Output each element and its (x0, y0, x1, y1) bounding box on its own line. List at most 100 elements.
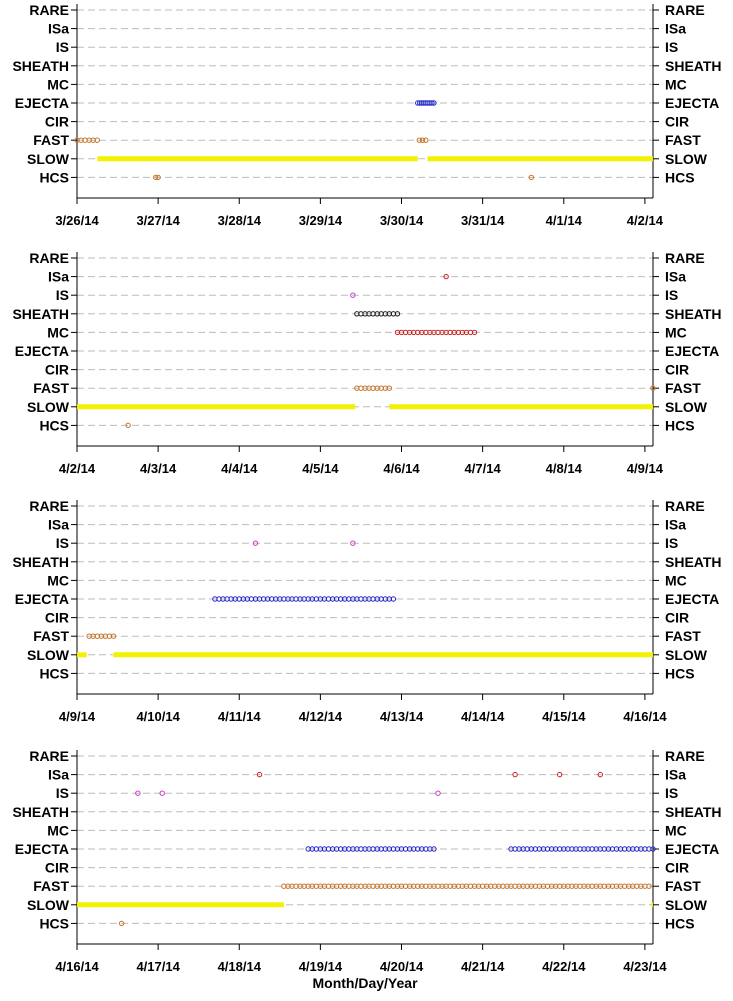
category-label-left: RARE (29, 748, 69, 764)
x-tick-label: 4/1/14 (546, 213, 583, 228)
category-label-right: HCS (665, 665, 695, 681)
category-label-right: SHEATH (665, 804, 722, 820)
x-tick-label: 4/23/14 (623, 959, 667, 974)
panel-1: RARE RARE ISa ISa IS IS SHEATH SHEATH MC MC EJECTA… (12, 2, 721, 228)
category-label-right: IS (665, 535, 678, 551)
category-label-left: ISa (48, 21, 69, 37)
category-label-right: ISa (665, 21, 686, 37)
category-label-left: CIR (45, 362, 69, 378)
data-point (256, 771, 263, 778)
x-tick-label: 4/22/14 (542, 959, 586, 974)
category-label-right: CIR (665, 860, 689, 876)
category-label-right: FAST (665, 878, 701, 894)
category-label-left: IS (56, 535, 69, 551)
category-label-left: HCS (39, 915, 69, 931)
category-label-right: IS (665, 287, 678, 303)
data-point (155, 174, 161, 181)
category-label-right: MC (665, 822, 687, 838)
category-label-right: CIR (665, 610, 689, 626)
x-tick-label: 3/31/14 (461, 213, 505, 228)
category-label-right: SLOW (665, 151, 708, 167)
x-tick-label: 4/3/14 (140, 461, 177, 476)
category-label-right: EJECTA (665, 841, 719, 857)
panel-4: RARE RARE ISa ISa IS IS SHEATH SHEATH MC MC EJECTA… (12, 748, 721, 991)
data-point (118, 920, 125, 927)
data-point (94, 137, 100, 143)
x-tick-label: 4/18/14 (218, 959, 262, 974)
category-label-left: SLOW (27, 647, 70, 663)
category-label-left: FAST (33, 132, 69, 148)
x-tick-label: 4/7/14 (465, 461, 502, 476)
category-label-right: RARE (665, 748, 705, 764)
x-tick-label: 4/10/14 (136, 709, 180, 724)
category-label-right: RARE (665, 2, 705, 18)
data-point (423, 137, 429, 143)
data-point (125, 422, 131, 429)
category-label-left: ISa (48, 517, 69, 533)
x-tick-label: 3/28/14 (218, 213, 262, 228)
category-label-right: SLOW (665, 399, 708, 415)
panel-2: RARE RARE ISa ISa IS IS SHEATH SHEATH MC MC EJECTA… (12, 250, 721, 476)
category-label-right: IS (665, 39, 678, 55)
x-tick-label: 3/27/14 (136, 213, 180, 228)
x-tick-label: 4/16/14 (623, 709, 667, 724)
data-point (159, 790, 165, 796)
x-tick-label: 4/17/14 (136, 959, 180, 974)
x-tick-label: 4/11/14 (218, 709, 261, 724)
data-point (431, 100, 437, 106)
x-tick-label: 4/13/14 (380, 709, 424, 724)
category-label-right: EJECTA (665, 591, 719, 607)
category-label-left: MC (47, 822, 69, 838)
category-label-left: HCS (39, 169, 69, 185)
data-point (350, 292, 356, 298)
data-point (597, 771, 603, 778)
category-label-left: MC (47, 572, 69, 588)
category-label-right: SHEATH (665, 554, 722, 570)
category-label-right: EJECTA (665, 343, 719, 359)
category-label-left: SHEATH (12, 58, 69, 74)
x-tick-label: 4/14/14 (461, 709, 505, 724)
x-tick-label: 3/29/14 (299, 213, 343, 228)
data-point (435, 790, 441, 796)
data-point (650, 385, 656, 391)
category-label-left: ISa (48, 767, 69, 783)
data-point (528, 174, 535, 181)
category-label-left: EJECTA (15, 841, 69, 857)
category-label-right: IS (665, 785, 678, 801)
x-tick-label: 4/15/14 (542, 709, 586, 724)
x-tick-label: 4/9/14 (627, 461, 664, 476)
category-label-left: MC (47, 324, 69, 340)
x-tick-label: 4/9/14 (59, 709, 96, 724)
category-label-right: HCS (665, 915, 695, 931)
data-point (152, 174, 159, 181)
category-label-right: ISa (665, 269, 686, 285)
category-label-left: HCS (39, 665, 69, 681)
category-label-right: MC (665, 324, 687, 340)
category-label-right: SLOW (665, 647, 708, 663)
category-label-left: CIR (45, 114, 69, 130)
data-point (650, 846, 656, 852)
x-tick-label: 4/6/14 (383, 461, 420, 476)
x-tick-label: 4/16/14 (55, 959, 99, 974)
data-point (386, 385, 393, 391)
x-tick-label: 4/2/14 (627, 213, 664, 228)
category-label-right: HCS (665, 169, 695, 185)
category-label-right: CIR (665, 114, 689, 130)
data-point (512, 771, 518, 778)
category-label-left: SLOW (27, 399, 70, 415)
category-label-left: EJECTA (15, 591, 69, 607)
category-label-left: SHEATH (12, 306, 69, 322)
category-label-left: FAST (33, 380, 69, 396)
category-label-right: SHEATH (665, 306, 722, 322)
category-label-right: ISa (665, 767, 686, 783)
x-tick-label: 4/20/14 (380, 959, 424, 974)
category-label-left: FAST (33, 628, 69, 644)
x-tick-label: 3/26/14 (55, 213, 99, 228)
category-label-right: MC (665, 76, 687, 92)
data-point (419, 137, 426, 143)
category-label-left: SHEATH (12, 554, 69, 570)
category-label-right: SLOW (665, 897, 708, 913)
data-point (252, 540, 259, 546)
category-label-right: CIR (665, 362, 689, 378)
